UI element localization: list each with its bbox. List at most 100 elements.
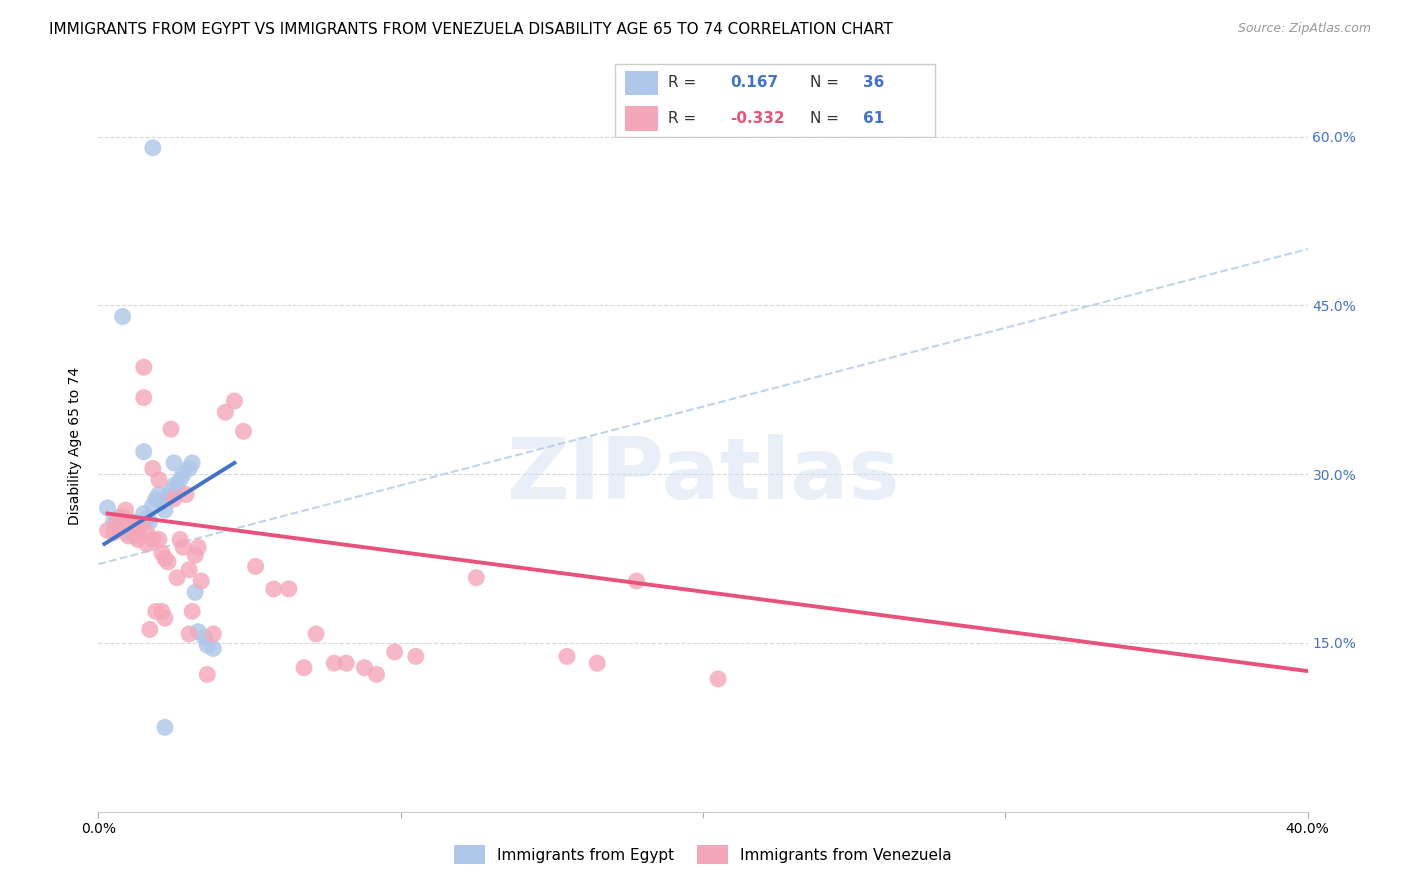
Point — [145, 491, 167, 506]
Point — [142, 461, 165, 475]
Point — [195, 667, 218, 681]
Point — [166, 481, 188, 495]
Point — [174, 487, 197, 501]
Point — [148, 473, 170, 487]
Point — [145, 604, 167, 618]
Point — [118, 521, 141, 535]
Point — [555, 649, 578, 664]
Point — [96, 524, 118, 538]
Text: N =: N = — [810, 111, 844, 126]
Point — [103, 525, 125, 540]
Legend: Immigrants from Egypt, Immigrants from Venezuela: Immigrants from Egypt, Immigrants from V… — [449, 839, 957, 870]
Point — [172, 541, 194, 555]
Point — [184, 585, 207, 599]
Point — [335, 656, 357, 670]
Point — [132, 360, 155, 375]
Point — [187, 624, 209, 639]
Point — [181, 604, 204, 618]
Point — [202, 641, 225, 656]
Text: -0.332: -0.332 — [731, 111, 785, 126]
Point — [160, 422, 183, 436]
Point — [148, 533, 170, 547]
Point — [187, 541, 209, 555]
Point — [139, 515, 162, 529]
Point — [586, 656, 609, 670]
Point — [142, 533, 165, 547]
Point — [135, 512, 157, 526]
Point — [132, 507, 155, 521]
Point — [96, 500, 118, 515]
Point — [384, 645, 406, 659]
Point — [121, 515, 143, 529]
Point — [179, 563, 201, 577]
FancyBboxPatch shape — [614, 64, 935, 136]
Point — [184, 548, 207, 562]
Point — [150, 546, 173, 560]
Point — [163, 456, 186, 470]
Point — [153, 720, 176, 734]
Point — [195, 638, 218, 652]
Point — [163, 491, 186, 506]
Point — [127, 525, 149, 540]
Y-axis label: Disability Age 65 to 74: Disability Age 65 to 74 — [69, 367, 83, 525]
Point — [135, 537, 157, 551]
Point — [202, 627, 225, 641]
Point — [232, 425, 254, 439]
Point — [114, 525, 136, 540]
Point — [132, 444, 155, 458]
Point — [181, 456, 204, 470]
FancyBboxPatch shape — [624, 106, 658, 130]
Point — [127, 524, 149, 538]
Point — [108, 509, 131, 524]
Point — [292, 661, 315, 675]
Point — [142, 499, 165, 513]
Point — [366, 667, 388, 681]
Point — [139, 623, 162, 637]
Point — [193, 630, 215, 644]
Point — [214, 405, 236, 419]
Point — [169, 473, 191, 487]
Point — [323, 656, 346, 670]
Point — [111, 310, 134, 324]
Point — [263, 582, 285, 596]
FancyBboxPatch shape — [624, 70, 658, 95]
Point — [135, 525, 157, 540]
Point — [707, 672, 730, 686]
Point — [114, 503, 136, 517]
Text: ZIPatlas: ZIPatlas — [506, 434, 900, 516]
Point — [169, 533, 191, 547]
Point — [160, 483, 183, 498]
Point — [121, 517, 143, 532]
Text: R =: R = — [668, 111, 702, 126]
Point — [103, 515, 125, 529]
Point — [111, 517, 134, 532]
Point — [111, 509, 134, 524]
Point — [124, 529, 146, 543]
Point — [156, 490, 179, 504]
Point — [129, 517, 152, 532]
Point — [118, 515, 141, 529]
Point — [127, 533, 149, 547]
Point — [465, 571, 488, 585]
Point — [166, 571, 188, 585]
Point — [277, 582, 299, 596]
Text: 0.167: 0.167 — [731, 76, 779, 90]
Point — [626, 574, 648, 588]
Point — [150, 495, 173, 509]
Point — [150, 604, 173, 618]
Point — [305, 627, 328, 641]
Point — [190, 574, 212, 588]
Text: R =: R = — [668, 76, 702, 90]
Point — [163, 478, 186, 492]
Text: Source: ZipAtlas.com: Source: ZipAtlas.com — [1237, 22, 1371, 36]
Point — [129, 517, 152, 532]
Text: N =: N = — [810, 76, 844, 90]
Point — [142, 141, 165, 155]
Point — [179, 461, 201, 475]
Point — [245, 559, 267, 574]
Point — [105, 515, 128, 529]
Point — [405, 649, 427, 664]
Point — [148, 487, 170, 501]
Point — [156, 555, 179, 569]
Point — [108, 521, 131, 535]
